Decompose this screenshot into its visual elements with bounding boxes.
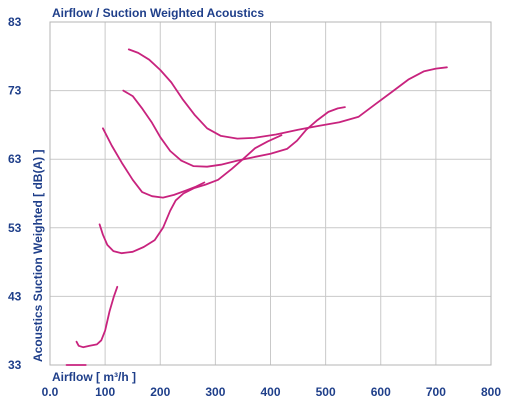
y-tick-label: 33	[8, 358, 22, 372]
x-tick-label: 800	[481, 385, 501, 399]
x-tick-label: 300	[205, 385, 225, 399]
series-line-3	[98, 134, 283, 255]
y-tick-label: 83	[8, 15, 22, 29]
series-line-5	[122, 89, 346, 168]
x-tick-label: 100	[95, 385, 115, 399]
series-layer	[65, 48, 448, 366]
series-line-6	[127, 48, 448, 140]
plot-frame	[49, 21, 492, 366]
y-axis-title: Acoustics Suction Weighted [ dB(A) ]	[31, 150, 45, 362]
series-line-2	[75, 285, 119, 349]
x-tick-label: 700	[426, 385, 446, 399]
x-tick-label: 600	[371, 385, 391, 399]
x-tick-label: 400	[260, 385, 280, 399]
y-tick-label: 63	[8, 152, 22, 166]
y-tick-label: 53	[8, 221, 22, 235]
x-tick-label: 200	[150, 385, 170, 399]
series-line-4	[102, 127, 206, 199]
x-tick-label: 0.0	[42, 385, 59, 399]
y-tick-label: 73	[8, 84, 22, 98]
x-tick-labels: 0.0 100 200 300 400 500 600 700 800	[42, 385, 502, 399]
grid	[49, 21, 492, 366]
x-axis-title: Airflow [ m³/h ]	[52, 370, 136, 384]
y-tick-label: 43	[8, 289, 22, 303]
chart-title: Airflow / Suction Weighted Acoustics	[52, 6, 264, 20]
y-tick-labels: 33 43 53 63 73 83	[8, 15, 22, 372]
x-tick-label: 500	[316, 385, 336, 399]
